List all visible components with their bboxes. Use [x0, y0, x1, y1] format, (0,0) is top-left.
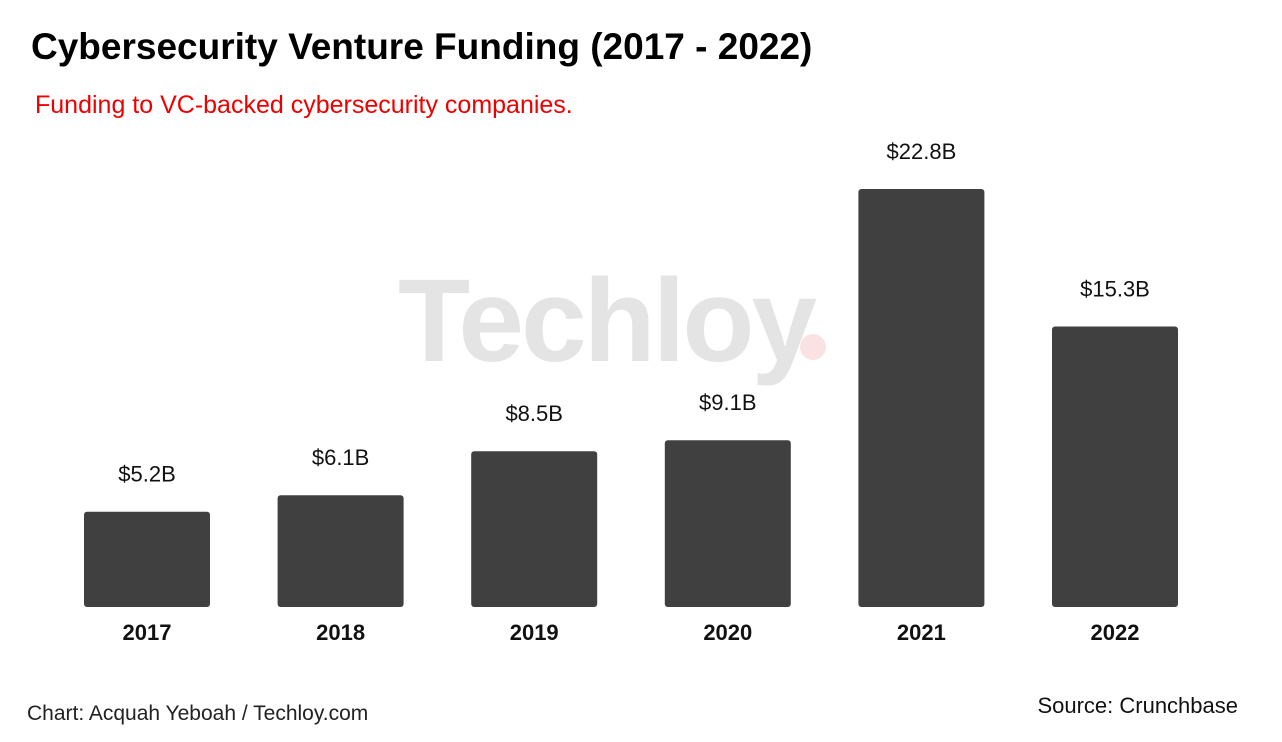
data-label-2018: $6.1B [312, 445, 370, 470]
x-tick-label-2019: 2019 [510, 620, 559, 645]
data-label-2019: $8.5B [505, 401, 563, 426]
chart-subtitle: Funding to VC-backed cybersecurity compa… [35, 91, 573, 119]
bar-2017 [84, 511, 210, 607]
bar-2019 [471, 451, 598, 607]
chart-title: Cybersecurity Venture Funding (2017 - 20… [31, 26, 813, 67]
x-tick-label-2020: 2020 [703, 620, 752, 645]
x-tick-label-2022: 2022 [1091, 620, 1140, 645]
data-label-2017: $5.2B [118, 462, 176, 487]
watermark-dot [800, 334, 826, 360]
bar-2020 [664, 440, 791, 607]
x-tick-label-2017: 2017 [123, 620, 172, 645]
data-label-2020: $9.1B [699, 390, 757, 415]
bar-2021 [858, 189, 985, 607]
data-label-2022: $15.3B [1080, 277, 1150, 302]
data-label-2021: $22.8B [887, 139, 957, 164]
techloy-watermark: Techloy [398, 255, 817, 387]
bar-2022 [1052, 326, 1178, 607]
bar-2018 [277, 495, 404, 607]
chart-credit: Chart: Acquah Yeboah / Techloy.com [27, 702, 369, 725]
x-tick-label-2021: 2021 [897, 620, 946, 645]
chart-source: Source: Crunchbase [1037, 693, 1238, 718]
x-tick-label-2018: 2018 [316, 620, 365, 645]
